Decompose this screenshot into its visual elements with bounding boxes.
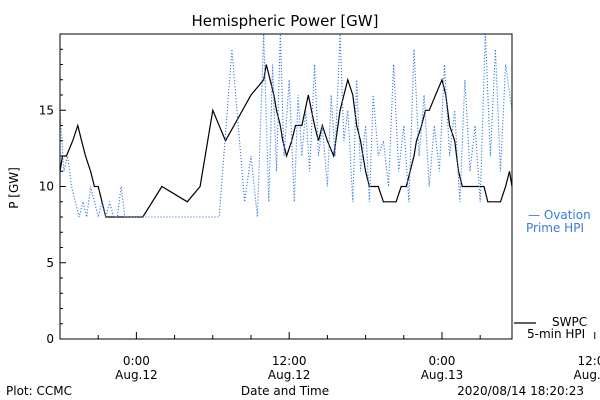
x-axis-label: Date and Time [241, 384, 329, 398]
x-tick-date-label: Aug.12 [268, 368, 311, 382]
plot-frame [59, 33, 513, 340]
x-tick-time-label: 12:00 [272, 354, 307, 368]
y-axis-label: P [GW] [7, 167, 21, 209]
legend-swpc-line2: 5-min HPI [527, 327, 585, 341]
y-tick-label: 0 [46, 332, 54, 346]
x-tick-time-label: 12:00 [577, 354, 600, 368]
x-tick-date-label: Aug.12 [115, 368, 158, 382]
x-tick-time-label: 0:00 [428, 354, 455, 368]
legend-ovation-line2: Prime HPI [526, 221, 584, 235]
y-axis: 0 5 10 15 [39, 48, 66, 346]
y-tick-label: 5 [46, 256, 54, 270]
series-line-ovation [60, 34, 512, 218]
plot-credit: Plot: CCMC [6, 384, 72, 398]
x-tick-date-label: Aug.13 [421, 368, 464, 382]
chart-title: Hemispheric Power [GW] [192, 12, 379, 30]
x-axis: 0:00Aug.1212:00Aug.120:00Aug.1312:00Aug.… [59, 332, 600, 382]
series-line-swpc [60, 64, 512, 218]
plot-area [60, 34, 512, 218]
legend-ovation-line1: — Ovation [528, 208, 591, 222]
y-tick-label: 15 [39, 103, 54, 117]
x-tick-date-label: Aug.13 [574, 368, 600, 382]
legend-swpc: SWPC 5-min HPI [514, 315, 587, 341]
x-tick-time-label: 0:00 [123, 354, 150, 368]
legend-ovation: — Ovation Prime HPI [526, 208, 591, 235]
plot-timestamp: 2020/08/14 18:20:23 [457, 384, 584, 398]
y-tick-label: 10 [39, 180, 54, 194]
legend-swpc-line1: SWPC [552, 315, 587, 329]
